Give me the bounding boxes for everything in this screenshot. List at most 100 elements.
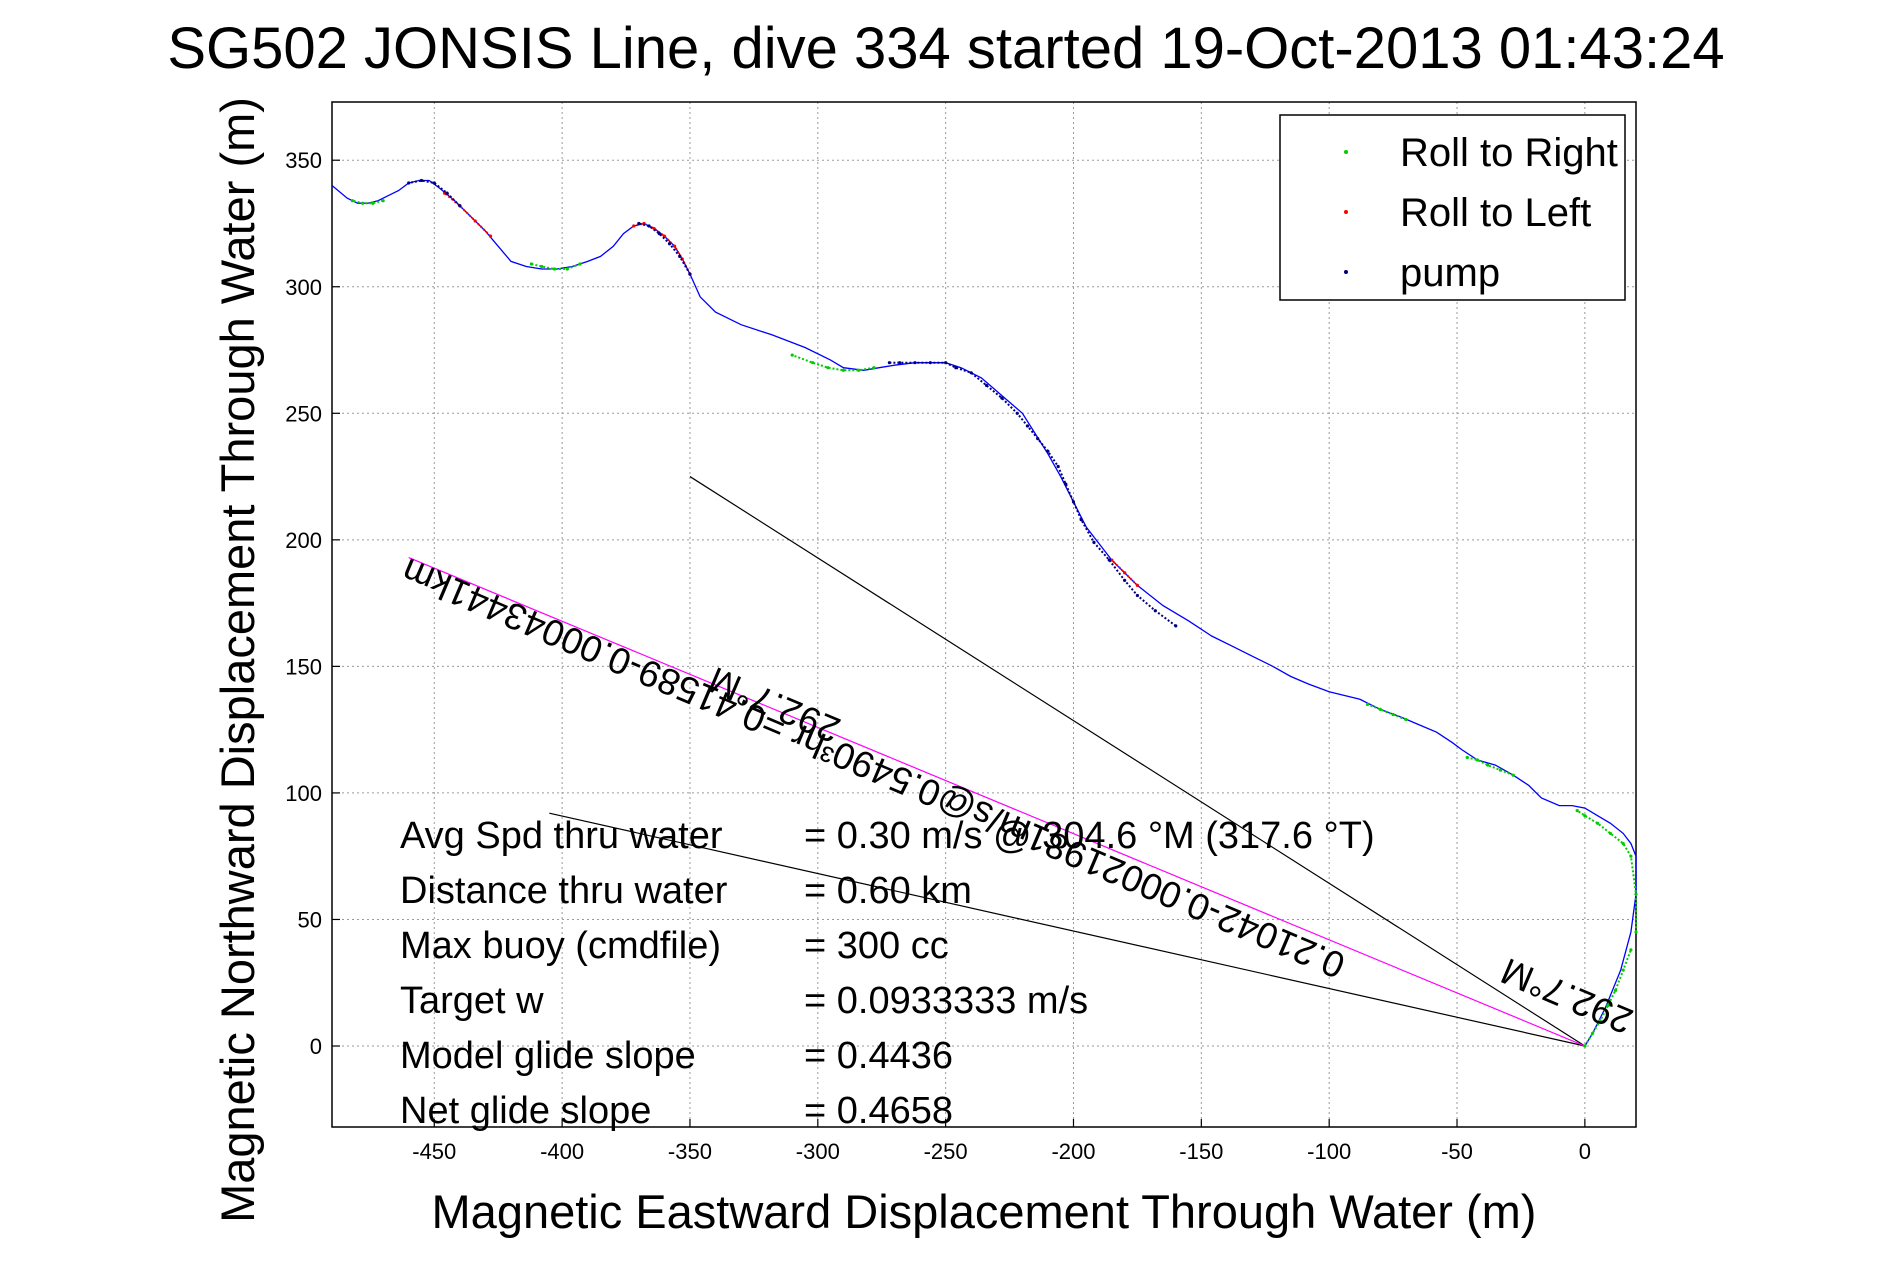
- stat-label: Distance thru water: [400, 870, 728, 912]
- roll-right-point: [1596, 821, 1600, 825]
- rotated-annotations: 0.21042-0.00021981m/s@0.5490³hr =0.41589…: [396, 550, 1639, 1042]
- roll-right-point: [1475, 758, 1480, 762]
- x-axis-label: Magnetic Eastward Displacement Through W…: [432, 1185, 1537, 1238]
- pump-point: [1071, 500, 1076, 504]
- y-tick-label: 50: [298, 907, 322, 932]
- pump-point: [944, 361, 948, 365]
- roll-right-point: [1629, 948, 1633, 952]
- x-tick-label: -400: [540, 1139, 584, 1164]
- x-tick-label: -450: [412, 1139, 456, 1164]
- y-tick-label: 0: [310, 1034, 322, 1059]
- roll-right-point: [1598, 1019, 1602, 1023]
- pump-point: [1174, 624, 1178, 628]
- pump-point: [954, 366, 958, 370]
- stat-label: Max buoy (cmdfile): [400, 925, 721, 967]
- pump-segment: [638, 222, 691, 275]
- chart-title: SG502 JONSIS Line, dive 334 started 19-O…: [167, 16, 1724, 81]
- roll-right-point: [841, 368, 845, 372]
- roll-right-point: [540, 264, 544, 269]
- roll-right-point: [350, 199, 355, 203]
- roll-right-segment: [1367, 703, 1407, 721]
- roll-right-point: [1365, 702, 1370, 706]
- roll-left-point: [473, 219, 477, 223]
- pump-point: [1000, 396, 1004, 400]
- roll-right-point: [790, 353, 794, 357]
- roll-right-point: [1634, 892, 1638, 896]
- pump-point: [458, 204, 462, 208]
- roll-right-point: [857, 368, 861, 372]
- roll-right-point: [1634, 930, 1638, 934]
- pump-point: [1015, 411, 1019, 415]
- stat-label: Model glide slope: [400, 1035, 696, 1077]
- pump-point: [419, 178, 424, 183]
- legend: Roll to Right Roll to Left pump: [1279, 114, 1626, 301]
- legend-box: [1279, 114, 1626, 301]
- roll-right-point: [1583, 1044, 1587, 1048]
- roll-right-segment: [352, 199, 384, 205]
- roll-right-point: [371, 201, 375, 205]
- roll-right-segment: [1466, 756, 1514, 777]
- pump-point: [678, 254, 682, 258]
- roll-right-point: [1575, 809, 1579, 813]
- legend-label: pump: [1400, 251, 1500, 295]
- roll-right-point: [1608, 831, 1613, 836]
- pump-point: [1092, 540, 1096, 544]
- roll-left-point: [632, 224, 636, 228]
- pump-point: [647, 224, 651, 228]
- pump-point: [1135, 593, 1140, 598]
- y-tick-label: 200: [285, 528, 322, 553]
- pump-point: [969, 371, 973, 375]
- pump-point: [928, 361, 932, 365]
- roll-left-point: [1123, 571, 1127, 575]
- roll-right-point: [1465, 755, 1469, 760]
- dive-track-line: [331, 179, 1637, 1047]
- pump-point: [1046, 449, 1050, 453]
- roll-right-point: [1583, 814, 1587, 818]
- roll-right-point: [1498, 768, 1503, 772]
- roll-right-point: [1613, 988, 1618, 992]
- roll-right-point: [1621, 968, 1625, 972]
- roll-left-point: [488, 234, 493, 238]
- y-tick-label: 350: [285, 148, 322, 173]
- x-tick-label: 0: [1579, 1139, 1591, 1164]
- pump-point: [1123, 578, 1127, 582]
- y-axis-label: Magnetic Northward Displacement Through …: [211, 97, 264, 1223]
- annotation-line-heading_line: [549, 812, 1585, 1047]
- marker-layer: [350, 178, 1638, 1048]
- roll-right-point: [578, 262, 582, 266]
- pump-point: [688, 272, 692, 276]
- x-tick-label: -350: [668, 1139, 712, 1164]
- x-tick-label: -50: [1441, 1139, 1473, 1164]
- rotated-annotation: 0.21042-0.00021981m/s@0.5490³hr =0.41589…: [396, 550, 1351, 986]
- roll-right-point: [361, 201, 365, 205]
- rotated-annotation: 292.7°M: [1495, 950, 1638, 1042]
- stats-block: Avg Spd thru water = 0.30 m/s @ 304.6 °M …: [400, 815, 1375, 1132]
- roll-left-point: [1135, 583, 1140, 587]
- roll-right-point: [1621, 841, 1625, 846]
- annotation-line-current_heading_line: [689, 476, 1586, 1047]
- pump-point: [1056, 464, 1060, 469]
- roll-right-segment: [531, 263, 581, 270]
- stat-value: = 0.4658: [804, 1090, 953, 1132]
- roll-left-segment: [633, 222, 691, 275]
- stat-value: = 0.0933333 m/s: [804, 980, 1088, 1022]
- x-axis-ticks: -450 -400 -350 -300 -250 -200 -150 -100 -50 0: [412, 1119, 1591, 1164]
- roll-left-segment: [443, 192, 492, 237]
- x-tick-label: -300: [796, 1139, 840, 1164]
- x-tick-label: -200: [1051, 1139, 1095, 1164]
- roll-right-point: [811, 361, 815, 365]
- roll-right-point: [1590, 1031, 1595, 1035]
- pump-point: [984, 383, 989, 388]
- legend-marker: [1344, 270, 1348, 274]
- pump-point: [657, 232, 661, 236]
- pump-point: [637, 221, 641, 226]
- roll-right-point: [1629, 854, 1633, 858]
- roll-right-point: [1391, 712, 1395, 717]
- pump-segment: [889, 361, 1177, 627]
- roll-right-point: [872, 366, 876, 370]
- roll-right-point: [1486, 763, 1490, 767]
- stat-value: = 0.30 m/s @ 304.6 °M (317.6 °T): [804, 815, 1375, 857]
- stat-value: = 0.60 km: [804, 870, 972, 912]
- legend-marker: [1344, 150, 1348, 154]
- roll-right-point: [552, 267, 557, 271]
